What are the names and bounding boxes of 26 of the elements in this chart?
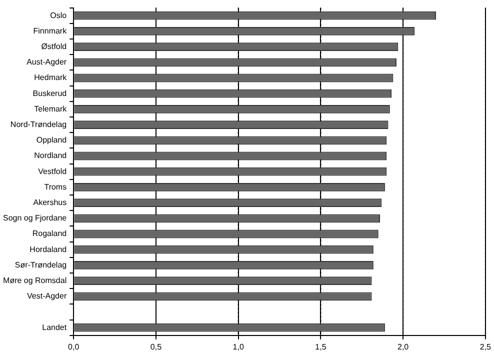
x-tick-label: 0,5 xyxy=(150,342,162,352)
x-tick-label: 1,0 xyxy=(232,342,244,352)
y-tick-label: Hordaland xyxy=(30,244,67,254)
y-tick-label: Oppland xyxy=(36,136,67,145)
y-tick-label: Buskerud xyxy=(32,88,67,98)
y-tick-label: Troms xyxy=(44,182,67,192)
y-tick-label: Nordland xyxy=(34,151,67,160)
y-tick-label: Sør-Trøndelag xyxy=(14,260,67,270)
y-tick-label: Hedmark xyxy=(34,73,68,82)
y-tick-label: Sogn og Fjordane xyxy=(2,214,68,223)
y-tick-label: Rogaland xyxy=(32,229,67,238)
y-tick-label: Finnmark xyxy=(33,26,68,36)
y-tick-label: Telemark xyxy=(34,104,68,114)
x-tick-label: 2,0 xyxy=(398,342,410,352)
y-tick-label: Møre og Romsdal xyxy=(3,276,67,286)
y-tick-label: Vest-Agder xyxy=(27,292,67,301)
x-tick-label: 1,5 xyxy=(315,342,327,352)
x-tick-label: 0,0 xyxy=(68,342,80,352)
x-tick-label: 2,5 xyxy=(480,342,492,352)
y-tick-label: Nord-Trøndelag xyxy=(10,120,67,130)
y-tick-label: Oslo xyxy=(50,10,68,20)
y-tick-label: Akershus xyxy=(33,198,67,208)
y-tick-label: Østfold xyxy=(41,42,67,52)
y-tick-label: Aust-Agder xyxy=(26,58,67,67)
y-tick-label: Landet xyxy=(42,322,68,332)
y-tick-label: Vestfold xyxy=(38,166,67,176)
